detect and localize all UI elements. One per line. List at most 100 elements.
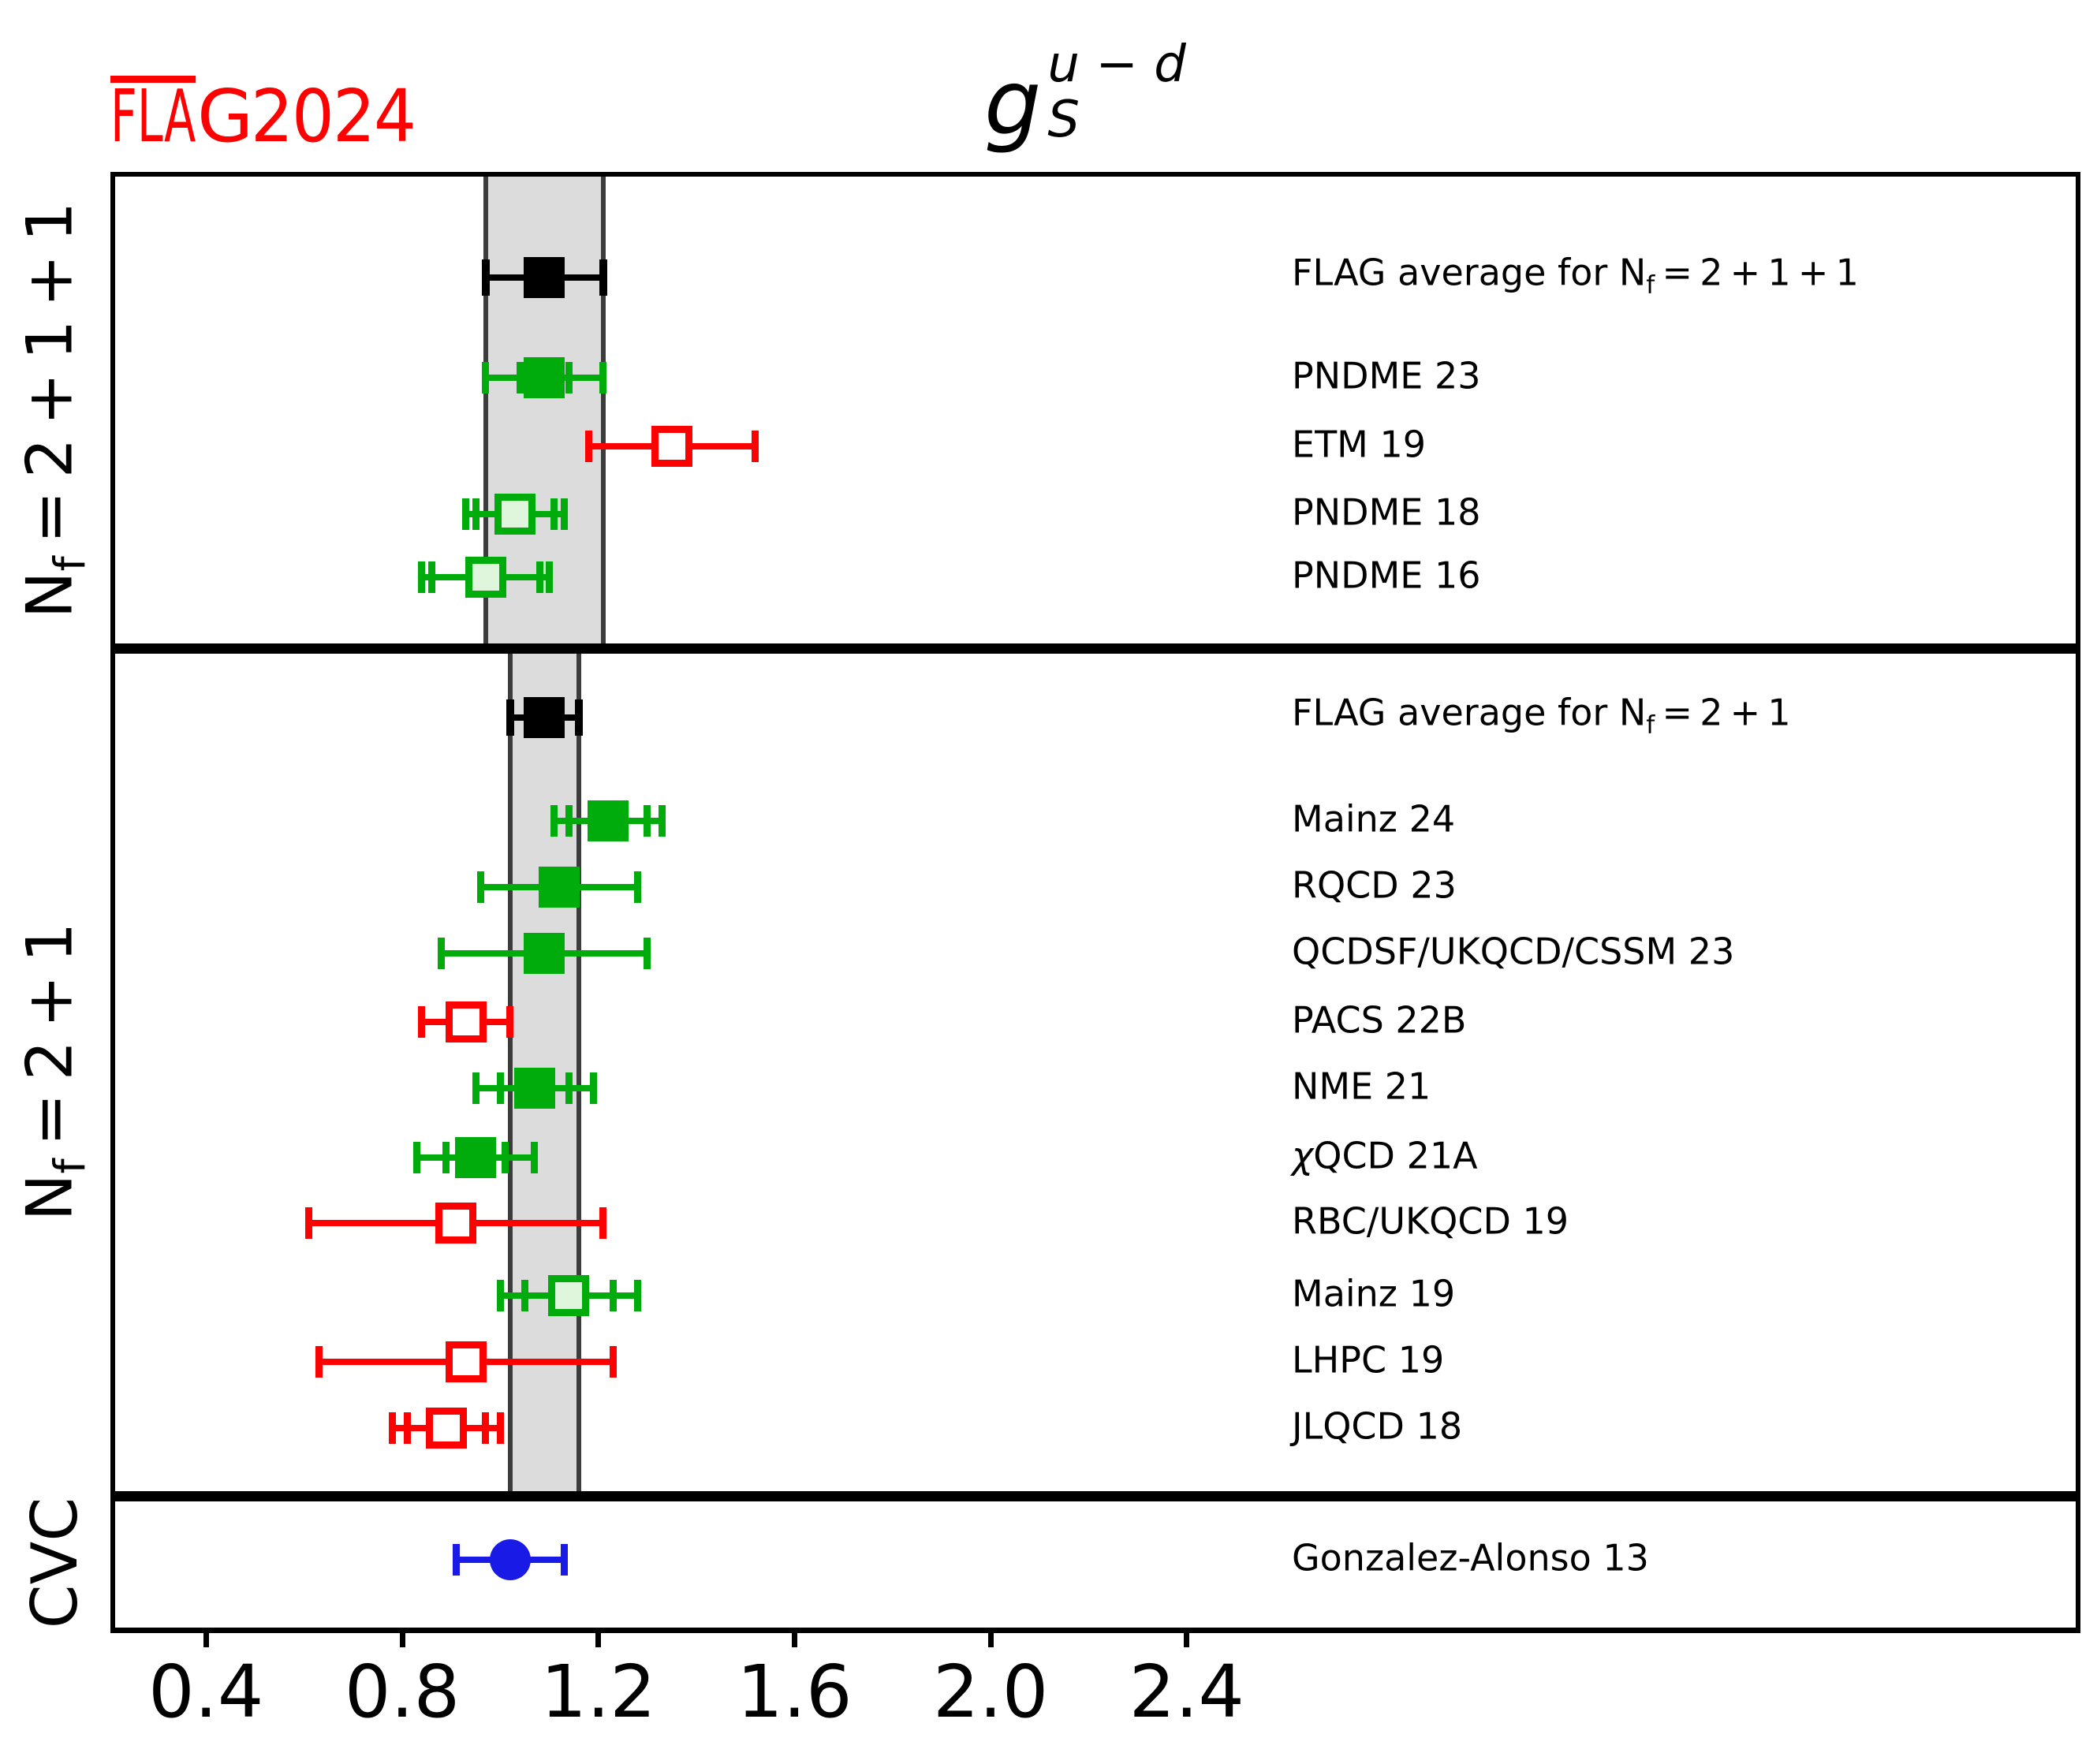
error-bar-inner-cap [644, 805, 651, 837]
x-tick [399, 1633, 405, 1647]
error-bar-inner-cap [565, 362, 573, 393]
marker-green-filled-square [524, 933, 565, 974]
error-bar-cap [438, 938, 446, 969]
error-bar-cap [560, 498, 568, 530]
error-bar-cap [305, 1207, 313, 1239]
error-bar-cap [644, 938, 651, 969]
error-bar-cap [584, 431, 592, 462]
marker-red-open-square [445, 1001, 487, 1042]
study-label: JLQCD 18 [1292, 1404, 1463, 1448]
error-bar-cap [531, 1142, 539, 1173]
error-bar-inner-cap [516, 362, 524, 393]
marker-red-open-square [425, 1408, 467, 1449]
band-edge-line [576, 648, 581, 1496]
error-bar-cap [481, 259, 490, 296]
flag-logo-g: G [197, 74, 254, 158]
band-edge-line [483, 172, 488, 648]
x-tick [987, 1633, 994, 1647]
study-label: Gonzalez-Alonso 13 [1292, 1536, 1649, 1579]
error-bar-cap [574, 699, 583, 736]
error-bar-cap [413, 1142, 421, 1173]
x-tick-label: 0.8 [344, 1650, 461, 1734]
error-bar-cap [599, 1207, 607, 1239]
error-bar-inner-cap [521, 1280, 528, 1311]
x-tick-label: 2.0 [932, 1650, 1049, 1734]
flag-logo-fla: FLA [110, 74, 196, 158]
study-label: PACS 22B [1292, 998, 1467, 1042]
study-label: PNDME 16 [1292, 554, 1481, 597]
error-bar-inner-cap [502, 1142, 509, 1173]
error-bar-cap [752, 431, 759, 462]
error-bar-cap [560, 1544, 568, 1576]
marker-green-filled-square [524, 357, 565, 398]
error-bar-cap [546, 561, 554, 593]
error-bar-inner-cap [550, 498, 558, 530]
error-bar-cap [452, 1544, 460, 1576]
error-bar-inner-cap [442, 1142, 450, 1173]
error-bar-inner-cap [565, 1072, 573, 1104]
x-tick [791, 1633, 797, 1647]
error-bar-cap [599, 362, 607, 393]
study-label: NME 21 [1292, 1065, 1431, 1108]
title-subscript: S [1047, 91, 1080, 149]
error-bar-cap [609, 1346, 617, 1378]
error-bar-cap [315, 1346, 323, 1378]
flag-logo-year: 2024 [251, 74, 416, 158]
error-bar-cap [476, 871, 484, 903]
study-label: RQCD 23 [1292, 863, 1457, 907]
study-label: χQCD 21A [1292, 1134, 1478, 1177]
marker-red-open-square [435, 1203, 477, 1244]
marker-green-pale-square [494, 494, 535, 535]
x-tick-label: 0.4 [148, 1650, 264, 1734]
error-bar-cap [506, 1006, 514, 1038]
title-base: g [984, 50, 1042, 155]
marker-red-open-square [651, 426, 692, 467]
marker-green-filled-square [538, 867, 580, 908]
marker-black-square [524, 257, 565, 298]
error-bar-cap [589, 1072, 597, 1104]
plot-frame-bottom [110, 1628, 2080, 1633]
x-tick-label: 1.6 [737, 1650, 853, 1734]
error-bar-cap [633, 871, 641, 903]
marker-green-pale-square [465, 557, 506, 598]
study-label: FLAG average for Nf = 2 + 1 [1292, 691, 1791, 740]
title-superscript: u − d [1047, 35, 1186, 94]
error-bar-cap [389, 1412, 397, 1444]
study-label: Mainz 24 [1292, 797, 1456, 841]
chart-title: g u − d S [984, 39, 1186, 148]
study-label: QCDSF/UKQCD/CSSM 23 [1292, 930, 1735, 973]
marker-green-filled-square [455, 1137, 497, 1178]
x-tick [595, 1633, 602, 1647]
error-bar-cap [462, 498, 470, 530]
section-divider [110, 643, 2080, 654]
y-axis-section-label: Nf = 2 + 1 + 1 [13, 201, 95, 619]
error-bar-cap [506, 699, 514, 736]
study-label: RBC/UKQCD 19 [1292, 1199, 1569, 1243]
error-bar-inner-cap [472, 498, 479, 530]
plot-frame-right [2076, 172, 2080, 1633]
marker-green-pale-square [548, 1275, 590, 1316]
x-tick [1184, 1633, 1190, 1647]
plot-frame-left [110, 172, 115, 1633]
section-divider [110, 1490, 2080, 1501]
study-label: ETM 19 [1292, 423, 1427, 466]
error-bar-inner-cap [482, 1412, 490, 1444]
title-scripts: u − d S [1047, 39, 1186, 148]
error-bar-cap [633, 1280, 641, 1311]
study-label: PNDME 18 [1292, 490, 1481, 534]
error-bar-inner-cap [565, 805, 573, 837]
error-bar-cap [418, 561, 426, 593]
error-bar-cap [599, 259, 607, 296]
band-edge-line [507, 648, 513, 1496]
marker-red-open-square [445, 1341, 487, 1382]
error-bar-inner-cap [535, 561, 543, 593]
marker-black-square [524, 697, 565, 738]
marker-green-filled-square [513, 1068, 555, 1109]
error-bar-cap [659, 805, 666, 837]
study-label: LHPC 19 [1292, 1338, 1445, 1382]
error-bar-cap [472, 1072, 479, 1104]
error-bar-inner-cap [403, 1412, 411, 1444]
error-bar-cap [550, 805, 558, 837]
